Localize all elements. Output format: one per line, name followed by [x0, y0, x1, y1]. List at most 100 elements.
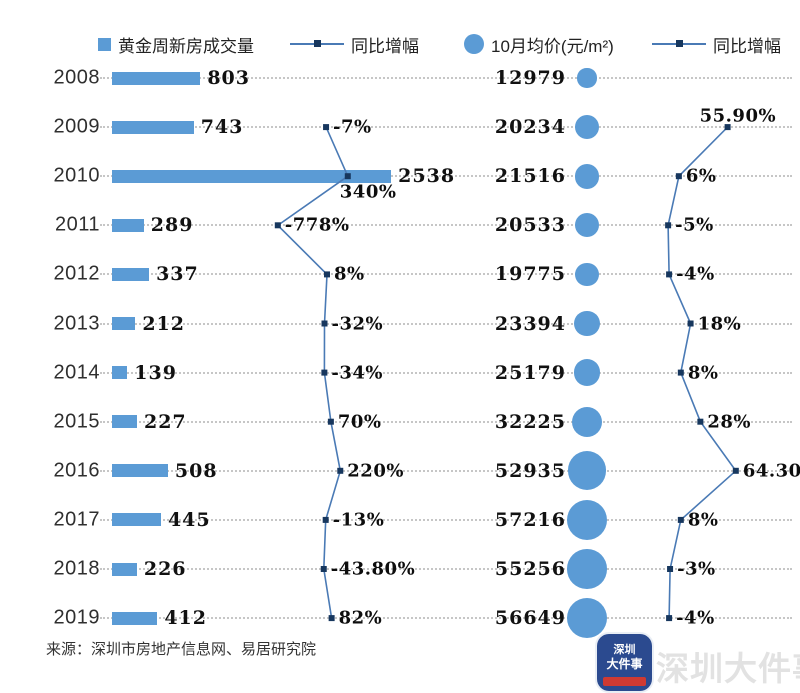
price-value-label: 23394 [494, 312, 566, 335]
grid-line [100, 420, 792, 423]
year-label: 2017 [53, 508, 100, 531]
grid-line [100, 322, 792, 325]
volume-bar [112, 611, 158, 625]
grid-line [100, 224, 792, 227]
yoy-percent-label: -13% [332, 509, 385, 531]
volume-value-label: 445 [167, 508, 211, 531]
volume-value-label: 508 [174, 459, 218, 482]
volume-bar [112, 366, 128, 380]
source-note: 来源：深圳市房地产信息网、易居研究院 [46, 641, 317, 658]
grid-line [100, 175, 792, 178]
price-value-label: 21516 [494, 165, 566, 188]
price-value-label: 12979 [494, 67, 566, 89]
year-label: 2016 [53, 459, 100, 482]
yoy-percent-label: -32% [331, 313, 384, 334]
volume-value-label: 743 [200, 116, 244, 139]
yoy-percent-label: -5% [675, 214, 714, 236]
price-bubble [571, 406, 603, 437]
volume-bar [112, 464, 168, 478]
volume-bar [112, 513, 161, 527]
yoy-percent-label: 340% [339, 181, 397, 203]
price-bubble [566, 499, 608, 540]
volume-value-label: 226 [143, 558, 187, 580]
legend-label: 10月均价(元/m²) [491, 36, 614, 56]
volume-value-label: 227 [143, 410, 187, 433]
yoy-percent-label: 8% [687, 362, 719, 384]
grid-line [100, 568, 792, 570]
volume-bar [112, 415, 137, 429]
year-label: 2013 [53, 312, 100, 334]
price-value-label: 20234 [494, 116, 566, 139]
yoy-percent-label: -7% [333, 116, 372, 138]
yoy-percent-label: 82% [338, 607, 383, 629]
price-value-label: 57216 [494, 508, 566, 531]
volume-value-label: 803 [207, 67, 250, 89]
volume-value-label: 337 [156, 263, 199, 286]
legend-label: 黄金周新房成交量 [118, 36, 254, 56]
year-label: 2009 [53, 115, 100, 138]
year-label: 2011 [54, 213, 100, 236]
price-value-label: 32225 [494, 410, 566, 433]
year-label: 2010 [53, 164, 100, 187]
year-label: 2012 [53, 262, 100, 285]
yoy-percent-label: 70% [337, 411, 382, 433]
bubble-icon [464, 34, 484, 54]
legend-item-price-yoy: 同比增幅 [652, 33, 781, 56]
price-bubble [574, 163, 600, 189]
volume-value-label: 139 [134, 361, 177, 384]
price-bubble [567, 598, 607, 639]
grid-line [100, 273, 792, 276]
price-bubble [577, 68, 597, 88]
legend-item-volume: 黄金周新房成交量 [98, 33, 254, 56]
price-value-label: 25179 [494, 361, 566, 384]
volume-bar [112, 71, 201, 85]
volume-value-label: 289 [150, 214, 194, 237]
grid-line [100, 617, 792, 620]
yoy-percent-label: 28% [707, 411, 751, 433]
bar-swatch-icon [98, 37, 111, 51]
year-label: 2015 [53, 410, 100, 433]
line-marker-icon [290, 40, 344, 47]
yoy-percent-label: 55.90% [699, 105, 777, 127]
logo-text-line1: 深圳 [613, 644, 636, 656]
yoy-percent-label: -3% [677, 558, 716, 580]
price-value-label: 52935 [494, 459, 566, 482]
grid-line [100, 77, 792, 79]
price-bubble [575, 262, 599, 287]
yoy-percent-label: 64.30% [742, 460, 800, 482]
year-label: 2018 [53, 557, 100, 580]
price-value-label: 19775 [494, 263, 566, 286]
legend-item-volume-yoy: 同比增幅 [290, 33, 419, 56]
price-value-label: 20533 [494, 214, 566, 237]
price-value-label: 55256 [494, 558, 566, 580]
legend-label: 同比增幅 [713, 36, 781, 56]
yoy-percent-label: -778% [284, 214, 350, 236]
line-marker-icon [652, 40, 706, 47]
yoy-percent-label: -34% [331, 362, 383, 384]
year-label: 2008 [53, 66, 100, 89]
grid-line [100, 469, 792, 472]
year-label: 2019 [53, 606, 100, 629]
grid-line [100, 518, 792, 521]
volume-bar [112, 267, 150, 281]
volume-value-label: 412 [164, 607, 207, 630]
price-bubble [575, 115, 599, 140]
yoy-percent-label: -4% [676, 607, 715, 629]
volume-value-label: 2538 [398, 165, 456, 188]
yoy-percent-label: 6% [685, 165, 717, 187]
price-bubble [574, 213, 600, 238]
legend-item-price: 10月均价(元/m²) [464, 33, 614, 56]
volume-value-label: 212 [142, 312, 185, 335]
price-value-label: 56649 [494, 607, 566, 630]
price-bubble [567, 549, 607, 589]
logo-red-strip [603, 677, 646, 686]
yoy-percent-label: 8% [334, 263, 365, 285]
legend-label: 同比增幅 [351, 36, 419, 56]
volume-bar [112, 120, 194, 134]
grid-line [100, 126, 792, 129]
volume-bar [112, 317, 136, 330]
yoy-percent-label: 220% [347, 460, 404, 482]
grid-line [100, 371, 792, 374]
